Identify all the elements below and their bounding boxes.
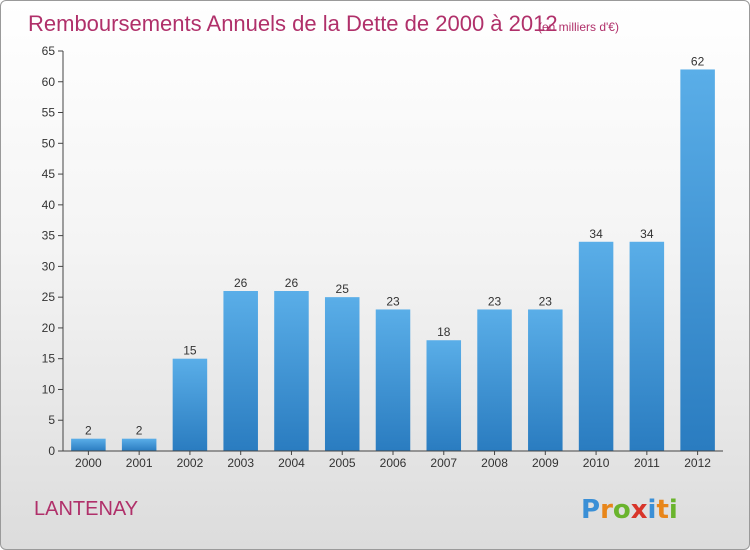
logo-letter: P: [581, 495, 600, 525]
bar-value-label: 34: [589, 227, 603, 241]
bar-value-label: 23: [386, 294, 400, 308]
bar: [324, 297, 360, 451]
bar: [426, 340, 462, 451]
x-tick-label: 2005: [329, 456, 356, 470]
x-tick-label: 2001: [126, 456, 153, 470]
x-tick-label: 2010: [583, 456, 610, 470]
logo-letter: x: [631, 495, 648, 525]
bar-value-label: 15: [183, 344, 197, 358]
bars-group: 2 2 15 26 26 25 23 18 23 23 34 34 62: [71, 54, 715, 451]
x-tick-label: 2000: [75, 456, 102, 470]
logo-letter: o: [613, 495, 631, 525]
bar-value-label: 26: [234, 276, 248, 290]
bar: [477, 309, 512, 451]
y-tick-label: 50: [42, 136, 56, 150]
y-tick-label: 20: [42, 321, 56, 335]
bar: [528, 309, 563, 451]
bar: [375, 309, 411, 451]
bar: [629, 241, 665, 451]
x-tick-label: 2008: [481, 456, 508, 470]
x-tick-label: 2011: [634, 456, 660, 470]
commune-name: LANTENAY: [34, 498, 138, 520]
bar-value-label: 2: [85, 424, 92, 438]
y-tick-label: 10: [42, 382, 56, 396]
x-tick-label: 2003: [227, 456, 254, 470]
y-tick-label: 65: [42, 44, 56, 58]
logo-letter: i: [669, 495, 678, 525]
bar-value-label: 23: [539, 294, 553, 308]
bar: [223, 291, 258, 451]
x-tick-label: 2006: [380, 456, 407, 470]
bar: [680, 69, 715, 451]
x-tick-label: 2012: [684, 456, 711, 470]
bar-value-label: 23: [488, 294, 502, 308]
bar: [71, 438, 106, 451]
bar-value-label: 26: [285, 276, 299, 290]
x-tick-label: 2002: [177, 456, 204, 470]
bar: [578, 241, 614, 451]
x-tick-label: 2004: [278, 456, 305, 470]
bar: [274, 291, 309, 451]
y-tick-label: 5: [48, 413, 55, 427]
y-tick-label: 40: [42, 198, 56, 212]
chart-title: Remboursements Annuels de la Dette de 20…: [28, 11, 558, 36]
y-tick-label: 60: [42, 75, 56, 89]
bar: [172, 358, 208, 451]
chart-subtitle: (en milliers d'€): [538, 20, 619, 34]
y-tick-label: 0: [48, 444, 55, 458]
x-tick-label: 2007: [430, 456, 457, 470]
logo-letter: i: [648, 495, 657, 525]
x-axis: 2000 2001 2002 2003 2004 2005 2006 2007 2008 2009…: [63, 450, 723, 470]
bar: [121, 438, 157, 451]
y-tick-label: 35: [42, 229, 56, 243]
logo-letter: r: [600, 495, 613, 525]
bar-value-label: 34: [640, 227, 654, 241]
y-tick-label: 15: [42, 352, 56, 366]
bar-value-label: 25: [336, 282, 350, 296]
y-axis: 0 5 10 15 20 25 30 35 40 45 50 55 60 65: [42, 44, 64, 458]
logo-letter: t: [656, 495, 668, 525]
y-tick-label: 45: [42, 167, 56, 181]
y-tick-label: 25: [42, 290, 56, 304]
bar-value-label: 62: [691, 54, 705, 68]
proxiti-logo: Proxiti: [581, 495, 678, 525]
x-tick-label: 2009: [532, 456, 559, 470]
y-tick-label: 30: [42, 259, 56, 273]
y-tick-label: 55: [42, 106, 56, 120]
bar-value-label: 2: [136, 424, 143, 438]
bar-value-label: 18: [437, 325, 451, 339]
